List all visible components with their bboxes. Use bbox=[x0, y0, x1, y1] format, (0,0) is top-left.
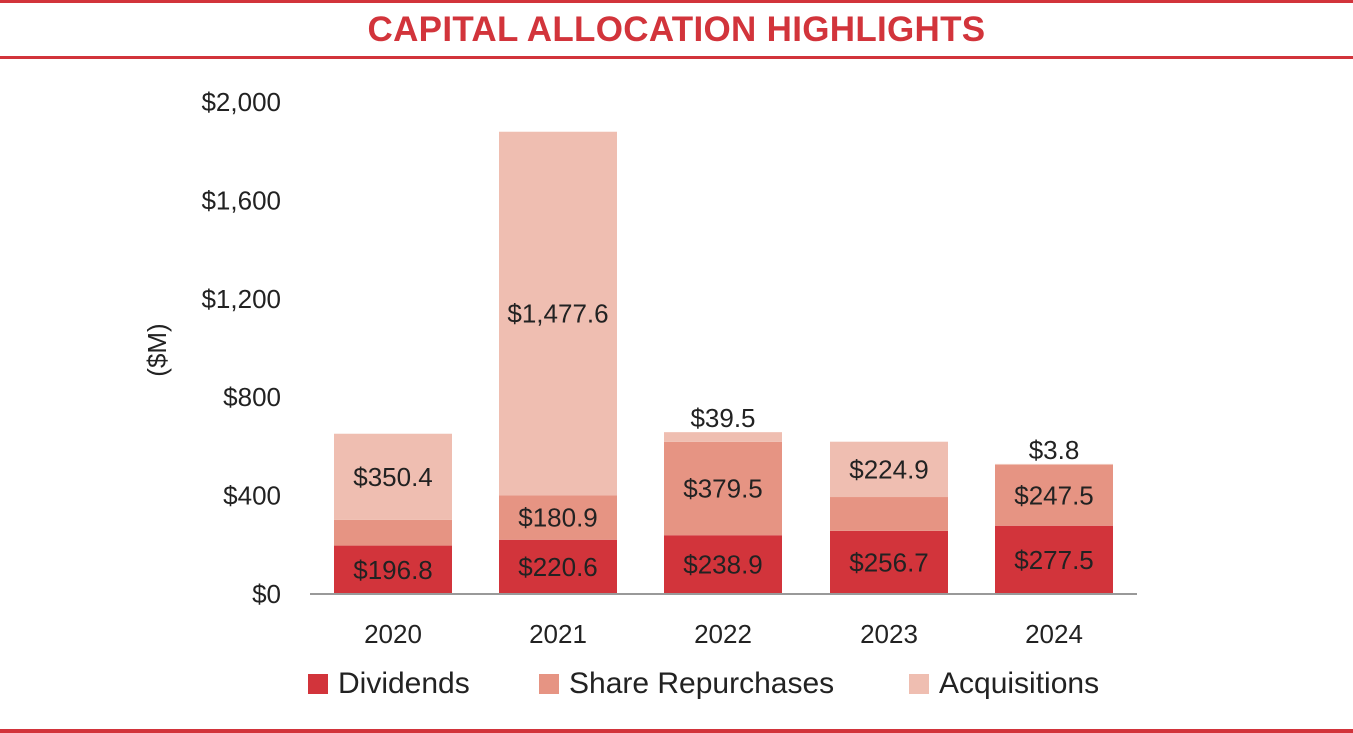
data-label-share-repurchases-2022: $379.5 bbox=[683, 474, 763, 504]
top-rule bbox=[0, 0, 1353, 3]
data-label-share-repurchases-2021: $180.9 bbox=[518, 502, 598, 532]
legend-label-dividends: Dividends bbox=[338, 667, 470, 700]
legend: Dividends Share Repurchases Acquisitions bbox=[0, 662, 1353, 706]
bar-dividends-2021 bbox=[499, 539, 617, 594]
y-tick-label: $1,600 bbox=[201, 185, 281, 215]
x-tick-label-2020: 2020 bbox=[364, 619, 422, 649]
legend-swatch-dividends bbox=[308, 674, 328, 694]
legend-swatch-acquisitions bbox=[909, 674, 929, 694]
y-axis-label: ($M) bbox=[142, 323, 172, 376]
data-label-acquisitions-2022: $39.5 bbox=[690, 403, 755, 433]
x-tick-label-2021: 2021 bbox=[529, 619, 587, 649]
bar-share-repurchases-2023 bbox=[830, 497, 948, 531]
data-label-dividends-2022: $238.9 bbox=[683, 550, 763, 580]
bar-share-repurchases-2024 bbox=[995, 464, 1113, 526]
bar-acquisitions-2023 bbox=[830, 441, 948, 498]
page-title: CAPITAL ALLOCATION HIGHLIGHTS bbox=[367, 10, 986, 49]
legend-item-share-repurchases: Share Repurchases bbox=[539, 662, 834, 706]
data-label-dividends-2021: $220.6 bbox=[518, 552, 598, 582]
data-label-dividends-2024: $277.5 bbox=[1014, 545, 1094, 575]
bar-acquisitions-2020 bbox=[334, 433, 452, 520]
bar-dividends-2020 bbox=[334, 545, 452, 594]
data-label-dividends-2023: $256.7 bbox=[849, 547, 929, 577]
y-tick-label: $1,200 bbox=[201, 284, 281, 314]
title-rule bbox=[0, 56, 1353, 59]
bar-acquisitions-2022 bbox=[664, 432, 782, 442]
legend-item-dividends: Dividends bbox=[308, 662, 470, 706]
legend-swatch-share-repurchases bbox=[539, 674, 559, 694]
x-tick-label-2022: 2022 bbox=[694, 619, 752, 649]
data-label-dividends-2020: $196.8 bbox=[353, 555, 433, 585]
x-tick-label-2023: 2023 bbox=[860, 619, 918, 649]
y-tick-label: $0 bbox=[252, 579, 281, 609]
bar-dividends-2022 bbox=[664, 535, 782, 594]
bar-acquisitions-2021 bbox=[499, 131, 617, 496]
data-label-acquisitions-2024: $3.8 bbox=[1029, 435, 1080, 465]
y-tick-label: $400 bbox=[223, 481, 281, 511]
data-label-acquisitions-2023: $224.9 bbox=[849, 454, 929, 484]
bar-dividends-2024 bbox=[995, 525, 1113, 594]
y-tick-label: $2,000 bbox=[201, 87, 281, 117]
x-tick-label-2024: 2024 bbox=[1025, 619, 1083, 649]
data-label-acquisitions-2021: $1,477.6 bbox=[507, 298, 608, 328]
bar-dividends-2023 bbox=[830, 530, 948, 594]
bar-acquisitions-2024 bbox=[995, 463, 1113, 465]
bar-share-repurchases-2021 bbox=[499, 495, 617, 540]
data-label-acquisitions-2020: $350.4 bbox=[353, 462, 433, 492]
legend-label-acquisitions: Acquisitions bbox=[939, 667, 1100, 700]
y-tick-label: $800 bbox=[223, 382, 281, 412]
bar-share-repurchases-2022 bbox=[664, 441, 782, 536]
bottom-rule bbox=[0, 729, 1353, 733]
legend-label-share-repurchases: Share Repurchases bbox=[569, 667, 835, 700]
data-label-share-repurchases-2024: $247.5 bbox=[1014, 480, 1094, 510]
bar-share-repurchases-2020 bbox=[334, 519, 452, 546]
legend-item-acquisitions: Acquisitions bbox=[909, 662, 1099, 706]
